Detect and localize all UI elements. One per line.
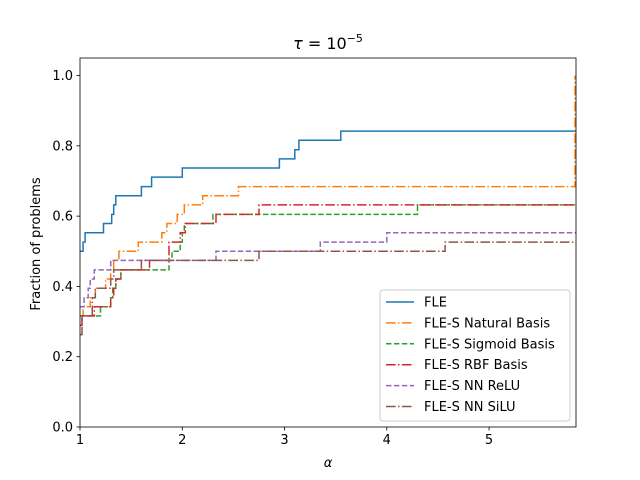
legend-label: FLE-S NN ReLU xyxy=(424,379,520,394)
legend-label: FLE-S NN SiLU xyxy=(424,400,516,415)
series-line-4 xyxy=(80,204,576,327)
series-line-5 xyxy=(80,231,576,308)
x-tick-label: 4 xyxy=(383,433,391,448)
legend-label: FLE-S RBF Basis xyxy=(424,358,528,373)
series-line-1 xyxy=(80,130,576,253)
y-tick-label: 0.8 xyxy=(52,139,73,154)
axes-frame xyxy=(79,57,577,428)
x-tick-label: 5 xyxy=(485,433,493,448)
chart-title-exp: −5 xyxy=(347,32,363,45)
series-group xyxy=(80,75,576,336)
legend-label: FLE-S Sigmoid Basis xyxy=(424,337,555,352)
x-tick-label: 1 xyxy=(76,433,84,448)
plot-area: 1 2 3 4 5 0.0 0.2 0.4 0.6 0.8 1.0 xyxy=(52,57,577,448)
x-axis-label: α xyxy=(324,456,333,471)
y-tick-label: 0.4 xyxy=(52,280,73,295)
y-axis-label: Fraction of problems xyxy=(29,177,44,310)
y-tick-label: 0.2 xyxy=(52,350,73,365)
chart-title-eq: = 10 xyxy=(303,34,347,53)
chart-title-tau: τ xyxy=(293,34,303,53)
x-tick-label: 2 xyxy=(178,433,186,448)
series-line-6 xyxy=(80,241,576,336)
legend-label: FLE-S Natural Basis xyxy=(424,316,550,331)
legend-label: FLE xyxy=(424,296,447,311)
legend: FLE FLE-S Natural Basis FLE-S Sigmoid Basi… xyxy=(379,289,571,422)
legend-box xyxy=(379,289,571,422)
chart-title: τ = 10−5 xyxy=(293,32,363,53)
y-tick-label: 0.6 xyxy=(52,210,73,225)
y-tick-label: 0.0 xyxy=(52,421,73,436)
series-line-2 xyxy=(80,75,576,317)
x-tick-label: 3 xyxy=(280,433,288,448)
y-tick-label: 1.0 xyxy=(52,69,73,84)
